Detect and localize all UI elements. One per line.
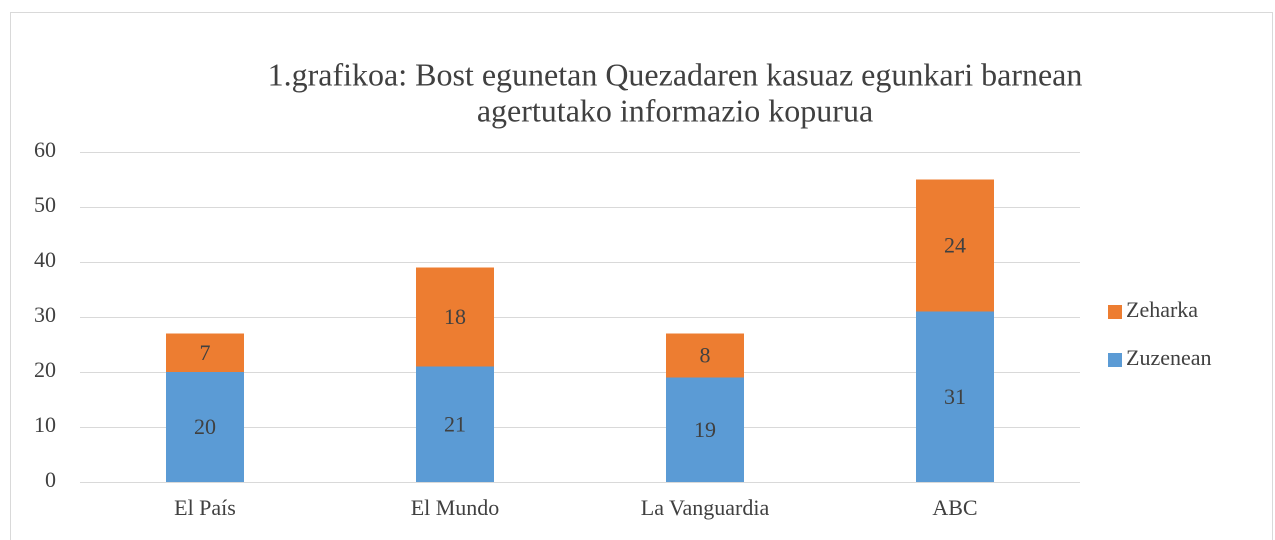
- x-tick-label: La Vanguardia: [641, 495, 770, 520]
- x-tick-label: ABC: [932, 495, 977, 520]
- data-label: 24: [944, 233, 966, 258]
- legend-label: Zuzenean: [1126, 345, 1212, 370]
- chart-title: 1.grafikoa: Bost egunetan Quezadaren kas…: [268, 56, 1083, 92]
- x-tick-label: El Mundo: [411, 495, 500, 520]
- legend-label: Zeharka: [1126, 297, 1198, 322]
- y-tick-label: 0: [45, 467, 56, 492]
- y-tick-label: 20: [34, 357, 56, 382]
- legend-swatch: [1108, 305, 1122, 319]
- bar-segment: [916, 179, 994, 312]
- y-tick-label: 50: [34, 192, 56, 217]
- y-tick-label: 10: [34, 412, 56, 437]
- data-label: 7: [200, 340, 211, 365]
- bar-segment: [666, 377, 744, 482]
- y-tick-label: 40: [34, 247, 56, 272]
- y-tick-label: 60: [34, 137, 56, 162]
- data-label: 18: [444, 304, 466, 329]
- bar-segment: [416, 366, 494, 482]
- y-tick-label: 30: [34, 302, 56, 327]
- bar-segment: [416, 267, 494, 367]
- data-label: 8: [700, 343, 711, 368]
- data-label: 19: [694, 417, 716, 442]
- legend-swatch: [1108, 353, 1122, 367]
- bar-segment: [166, 372, 244, 482]
- bar-segment: [916, 311, 994, 482]
- bar-segment: [166, 333, 244, 372]
- bar-segment: [666, 333, 744, 378]
- chart-title: agertutako informazio kopurua: [477, 92, 873, 128]
- data-label: 20: [194, 414, 216, 439]
- data-label: 21: [444, 411, 466, 436]
- x-tick-label: El País: [174, 495, 236, 520]
- data-label: 31: [944, 384, 966, 409]
